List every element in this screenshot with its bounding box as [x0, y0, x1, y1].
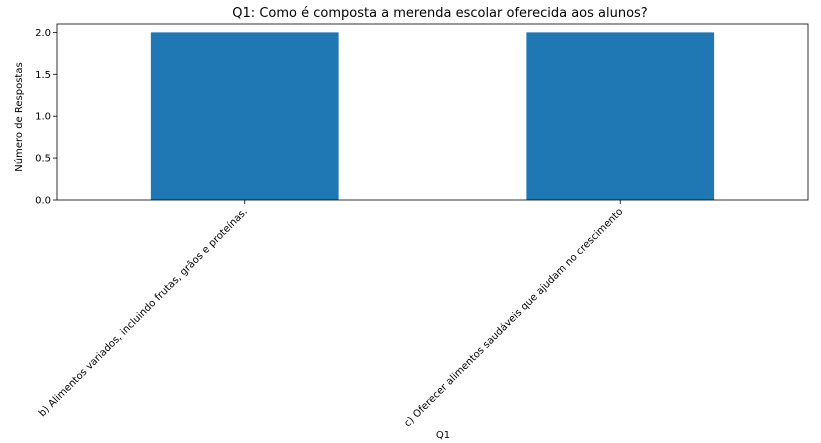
- y-tick-label: 0.0: [35, 196, 51, 207]
- y-axis-label: Número de Respostas: [13, 62, 25, 171]
- y-tick-label: 0.5: [35, 154, 51, 165]
- x-tick-label: b) Alimentos variados, incluindo frutas,…: [36, 206, 250, 420]
- bar: [151, 32, 339, 200]
- y-tick-label: 1.0: [35, 112, 51, 123]
- bar: [526, 32, 714, 200]
- y-tick-label: 1.5: [35, 70, 51, 81]
- x-tick-label: c) Oferecer alimentos saudáveis que ajud…: [402, 206, 626, 430]
- plot-area: 0.0 0.5 1.0 1.5 2.0 b) Alimentos variados, in…: [35, 24, 808, 429]
- y-tick-label: 2.0: [35, 28, 51, 39]
- x-axis-label: Q1: [436, 430, 450, 441]
- chart-title: Q1: Como é composta a merenda escolar of…: [232, 6, 647, 21]
